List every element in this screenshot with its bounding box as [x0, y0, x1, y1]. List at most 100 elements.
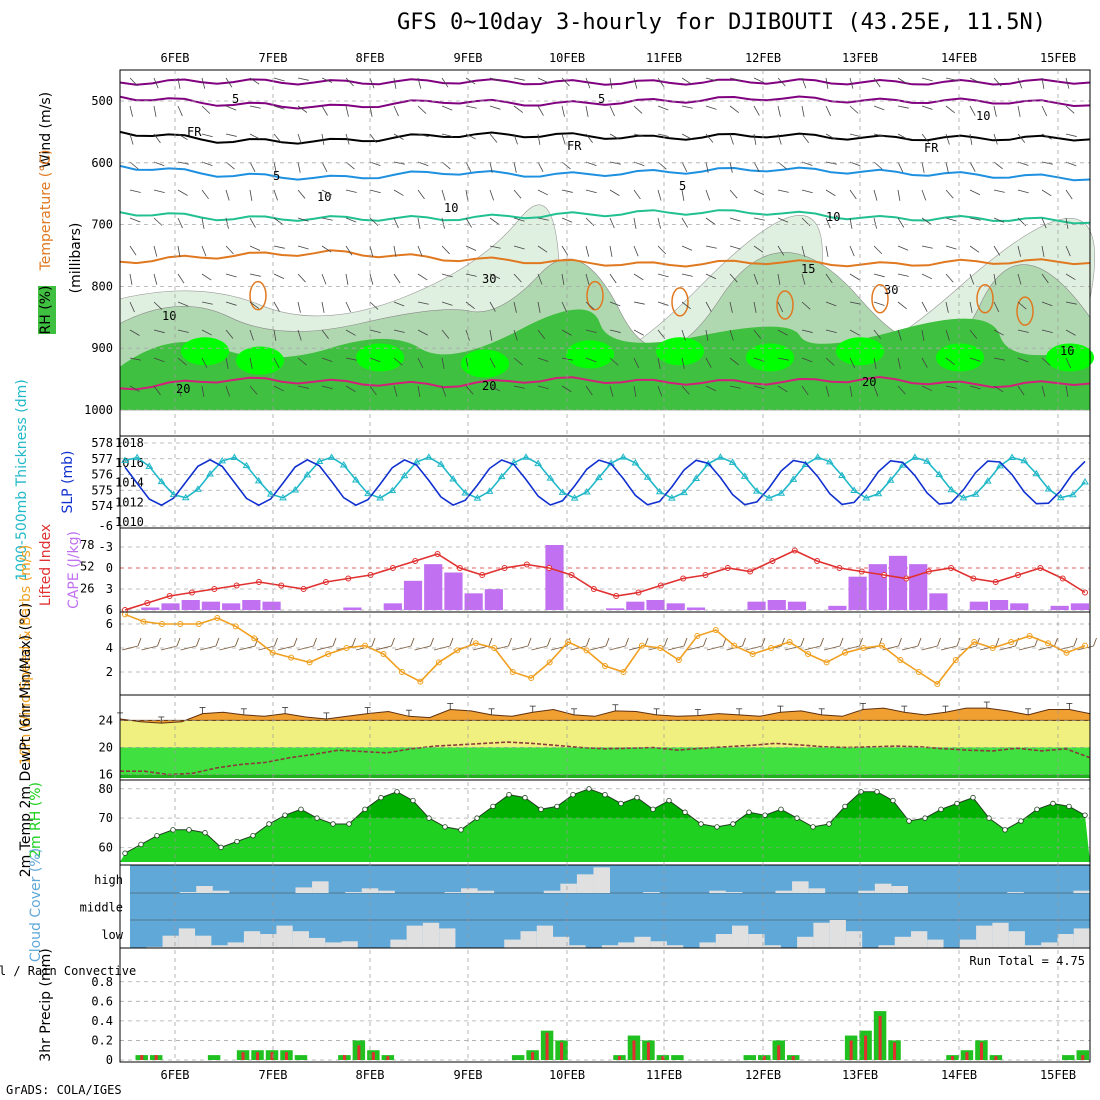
wind-barb [633, 105, 643, 114]
cloud-high-bar [874, 883, 892, 893]
wind-barb [129, 133, 134, 145]
precip-conv-bar [284, 1052, 288, 1060]
contour-label: 5 [273, 169, 280, 183]
wind-barb [129, 217, 141, 223]
cloud-low-bar [845, 931, 863, 948]
rh2m-marker [522, 794, 528, 801]
wind-barb [825, 273, 833, 284]
rh2m-marker [762, 812, 768, 818]
rh-legend-swatch [38, 286, 56, 334]
wind-barb-flag [586, 637, 590, 647]
wind-barb [201, 217, 205, 229]
precip-conv-bar [241, 1052, 245, 1060]
cloud-high-bar [643, 892, 660, 893]
wind-barb [489, 105, 501, 110]
wind-barb [585, 357, 597, 363]
wind-barb [273, 301, 280, 312]
cape-bar [666, 603, 685, 610]
wind-barb [441, 245, 450, 255]
cape-bar [343, 607, 362, 610]
wind-barb [873, 105, 885, 111]
wind-barb [993, 133, 998, 145]
thickness-line-marker [850, 486, 858, 493]
wind-barb [849, 217, 853, 229]
wind-barb [681, 329, 686, 341]
precip-total-bar [207, 1055, 221, 1060]
wind-barb [561, 189, 573, 193]
cape-bar [868, 564, 887, 610]
wind-barb [417, 105, 427, 114]
wind-barb [1017, 245, 1022, 257]
wind-barb [633, 189, 641, 200]
rh2m-marker [458, 827, 464, 833]
contour-label: 10 [1060, 344, 1074, 358]
wind-barb [345, 189, 357, 193]
wind-barb [945, 161, 949, 173]
wind-barb [1065, 105, 1075, 114]
lifted-index-line [124, 549, 1086, 611]
rh2m-marker [346, 821, 352, 827]
wind-barb [609, 133, 620, 140]
wind-barb [393, 385, 398, 397]
wind-barb-10m [999, 645, 1016, 651]
panel-frame-precip [119, 947, 1091, 1063]
wind-barb [657, 385, 663, 397]
wind-barb [561, 133, 566, 145]
cape-bar [929, 593, 948, 610]
profile-ytick: 1000 [84, 403, 113, 417]
precip-conv-bar [979, 1042, 983, 1060]
thickness-line-marker [461, 489, 470, 496]
wind-barb [825, 161, 837, 165]
wind-barb [657, 245, 666, 255]
wind-barb-flag [839, 637, 844, 647]
wind-barb [249, 161, 256, 172]
cloud-low-bar [1041, 942, 1058, 948]
wind-barb [537, 273, 543, 285]
thickness-line-marker [327, 453, 336, 460]
wind-barb [657, 105, 669, 111]
contour-label: 5 [232, 92, 239, 106]
wind-barb [777, 357, 789, 361]
isotherm-15-loop [976, 284, 994, 314]
wind-barb [177, 245, 181, 257]
wind-barb [369, 245, 374, 257]
dewpt-fill [120, 747, 1090, 778]
thickness-line-marker [558, 488, 567, 495]
wind-barb-10m [141, 645, 158, 651]
wind-barb [465, 273, 477, 277]
wind-barb [609, 105, 615, 117]
wind-barb [1017, 301, 1027, 310]
wind-barb [873, 77, 881, 88]
wind-barb [873, 273, 885, 278]
profile-temp-title: Temperature (°C) [38, 150, 54, 272]
wind-barb [345, 385, 356, 392]
wind-barb-flag [898, 637, 902, 647]
contour-label: 10 [317, 190, 331, 204]
rh2m-marker [378, 794, 384, 801]
thickness-line-marker [291, 486, 300, 493]
rh2m-marker [906, 818, 912, 824]
contour-label: 10 [162, 309, 176, 323]
rh2m-marker [122, 850, 128, 856]
wind-barb-flag [313, 637, 317, 647]
thickness-line-marker [194, 485, 202, 492]
contour-label: FR [567, 139, 582, 153]
cloud-low-bar [276, 925, 293, 948]
precip-ytick: 0.6 [91, 994, 113, 1008]
rh-bright-blob [356, 343, 404, 372]
rh2m-marker [970, 794, 976, 801]
precip-conv-bar [965, 1052, 969, 1060]
wind-barb [537, 105, 544, 116]
wind-barb [297, 301, 301, 313]
wind-barb [249, 273, 261, 277]
cloud-low-bar [927, 939, 944, 948]
cloud-high-bar [1007, 892, 1024, 893]
thickness-ytick: 577 [91, 452, 113, 466]
rh2m-marker [250, 832, 256, 839]
wind-barb [801, 77, 807, 89]
wind-barb [969, 105, 976, 116]
wind-barb [249, 217, 256, 228]
wind-barb [441, 217, 445, 229]
cape-bar [848, 576, 867, 610]
wind-barb [1041, 105, 1048, 117]
